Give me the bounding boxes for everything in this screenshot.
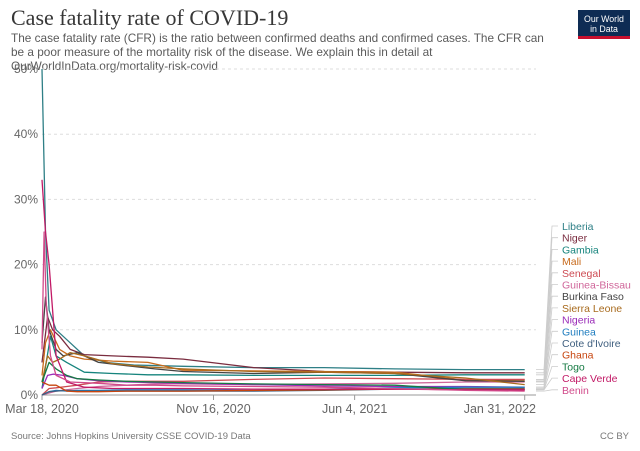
legend-connector: [536, 225, 558, 371]
source-note: Source: Johns Hopkins University CSSE CO…: [11, 431, 251, 442]
legend-label-liberia[interactable]: Liberia: [562, 221, 594, 233]
legend-label-cape-verde[interactable]: Cape Verde: [562, 373, 618, 385]
y-tick-label: 0%: [21, 388, 39, 402]
legend-label-niger[interactable]: Niger: [562, 233, 588, 245]
license-link[interactable]: CC BY: [599, 431, 629, 442]
legend-label-burkina-faso[interactable]: Burkina Faso: [562, 291, 624, 303]
y-gridlines: [42, 68, 536, 396]
x-tick-label: Mar 18, 2020: [5, 402, 79, 416]
legend-label-benin[interactable]: Benin: [562, 385, 589, 397]
legend-label-nigeria[interactable]: Nigeria: [562, 315, 595, 327]
chart-subtitle: The case fatality rate (CFR) is the rati…: [11, 31, 544, 73]
legend-connector: [536, 295, 558, 382]
legend-connector: [536, 342, 558, 389]
legend-connector: [536, 307, 558, 386]
y-tick-label: 40%: [14, 127, 38, 141]
legend-label-senegal[interactable]: Senegal: [562, 268, 601, 280]
series-line-sierra-leone[interactable]: [41, 351, 525, 386]
legend-label-gambia[interactable]: Gambia: [562, 244, 599, 256]
legend-connector: [536, 354, 558, 390]
logo-line1: Our World: [584, 14, 624, 24]
y-tick-label: 20%: [14, 258, 38, 272]
owid-logo[interactable]: Our World in Data: [578, 10, 630, 39]
legend-connector: [536, 272, 558, 380]
x-axis: Mar 18, 2020 Nov 16, 2020 Jun 4, 2021 Jan 3…: [5, 395, 536, 416]
series-line-liberia[interactable]: [41, 68, 525, 371]
legend-label-guinea-bissau[interactable]: Guinea-Bissau: [562, 280, 631, 292]
legend-label-togo[interactable]: Togo: [562, 361, 585, 373]
y-tick-label: 50%: [14, 62, 38, 76]
series-line-gambia[interactable]: [41, 335, 525, 389]
legend-connector: [536, 389, 558, 392]
series-lines: [41, 68, 525, 396]
y-tick-label: 30%: [14, 192, 38, 206]
legend-connector: [536, 248, 558, 376]
legend-connector: [536, 330, 558, 388]
legend-label-mali[interactable]: Mali: [562, 256, 581, 268]
series-line-cape-verde[interactable]: [41, 179, 525, 391]
legend-connector: [536, 260, 558, 381]
logo-line2: in Data: [590, 24, 618, 34]
series-line-mali[interactable]: [41, 329, 525, 381]
y-axis-labels: 0% 10% 20% 30% 40% 50%: [14, 62, 38, 402]
x-tick-label: Jun 4, 2021: [322, 402, 387, 416]
series-line-benin[interactable]: [41, 231, 525, 392]
chart-title: Case fatality rate of COVID-19: [11, 5, 289, 30]
legend-connector: [536, 377, 558, 391]
legend-label-ghana[interactable]: Ghana: [562, 350, 594, 362]
x-tick-label: Jan 31, 2022: [464, 402, 536, 416]
legend-label-sierra-leone[interactable]: Sierra Leone: [562, 303, 622, 315]
legend-connector: [536, 237, 558, 374]
legend-label-cote-d-ivoire[interactable]: Cote d'Ivoire: [562, 338, 621, 350]
legend-connector: [536, 284, 558, 383]
series-line-togo[interactable]: [41, 361, 525, 391]
y-tick-label: 10%: [14, 323, 38, 337]
legend-label-guinea[interactable]: Guinea: [562, 326, 596, 338]
legend[interactable]: LiberiaNigerGambiaMaliSenegalGuinea-Biss…: [536, 221, 631, 397]
x-tick-label: Nov 16, 2020: [176, 402, 250, 416]
